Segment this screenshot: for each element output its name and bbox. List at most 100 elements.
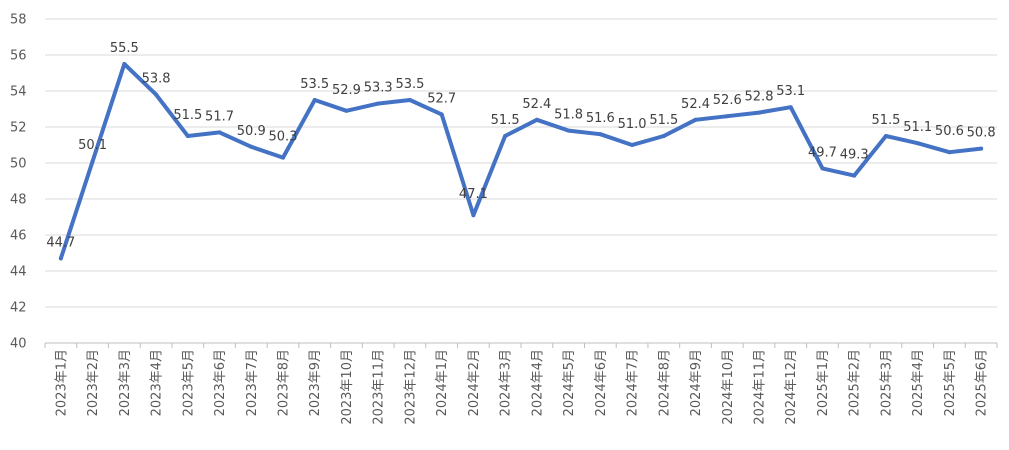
x-tick-label: 2025年1月	[816, 349, 831, 416]
x-tick-label: 2023年7月	[245, 349, 260, 416]
x-tick-label: 2023年5月	[181, 349, 196, 416]
data-label: 51.5	[871, 113, 900, 128]
y-tick-label: 48	[10, 193, 27, 208]
data-point	[534, 117, 539, 122]
y-axis: 40 42 44 46 48 50 52 54 56 58	[10, 13, 27, 352]
x-tick-label: 2024年10月	[721, 349, 736, 425]
data-point	[407, 98, 412, 102]
data-point	[503, 134, 508, 138]
data-label: 51.8	[554, 108, 583, 123]
data-labels: 44.750.155.553.851.5 51.750.9 50.353.5 52.9…	[46, 41, 995, 250]
x-tick-label: 2023年10月	[340, 349, 355, 425]
data-point	[947, 150, 952, 155]
x-tick-label: 2025年6月	[975, 349, 990, 416]
data-label: 51.0	[618, 117, 647, 132]
x-tick-label: 2023年2月	[86, 349, 101, 416]
x-tick-label: 2024年7月	[626, 349, 641, 416]
x-tick-label: 2023年6月	[213, 349, 228, 416]
x-tick-label: 2024年2月	[467, 349, 482, 416]
y-tick-label: 54	[10, 85, 27, 100]
data-point	[693, 117, 698, 122]
data-label: 47.1	[459, 187, 488, 202]
data-label: 52.6	[713, 93, 742, 108]
data-label: 51.5	[491, 113, 520, 128]
data-point	[122, 62, 127, 66]
data-label: 51.6	[586, 111, 615, 126]
data-point	[90, 159, 95, 164]
data-point	[598, 132, 603, 137]
data-label: 49.3	[840, 148, 869, 163]
data-point	[281, 155, 285, 160]
data-label: 50.6	[935, 124, 964, 139]
data-point	[154, 92, 159, 97]
x-tick-label: 2024年5月	[562, 349, 577, 416]
y-tick-label: 52	[10, 121, 27, 136]
data-point	[566, 128, 571, 133]
y-tick-label: 58	[10, 13, 27, 28]
data-point	[58, 256, 63, 261]
data-label: 49.7	[808, 145, 837, 160]
x-tick-label: 2025年4月	[911, 349, 926, 416]
x-tick-label: 2024年1月	[435, 349, 450, 416]
data-label: 51.7	[205, 109, 234, 124]
y-tick-label: 44	[10, 265, 27, 280]
x-tick-label: 2025年5月	[943, 349, 958, 416]
data-label: 51.1	[903, 120, 932, 135]
data-point	[312, 98, 317, 102]
gridlines	[45, 18, 997, 344]
data-point	[820, 166, 825, 171]
data-point	[852, 173, 857, 178]
data-label: 50.8	[967, 126, 996, 141]
series	[58, 62, 984, 261]
data-label: 52.8	[745, 90, 774, 105]
y-tick-label: 42	[10, 301, 27, 316]
data-label: 50.9	[237, 124, 266, 139]
data-label: 52.9	[332, 83, 361, 98]
data-label: 51.5	[649, 113, 678, 128]
x-tick-label: 2024年6月	[594, 349, 609, 416]
data-point	[661, 134, 666, 138]
x-tick-label: 2024年11月	[753, 349, 768, 425]
x-tick-label: 2024年9月	[689, 349, 704, 416]
data-point	[979, 146, 984, 151]
data-label: 53.1	[776, 84, 805, 99]
x-tick-label: 2024年8月	[657, 349, 672, 416]
data-point	[376, 101, 381, 106]
data-label: 53.5	[300, 77, 329, 92]
x-tick-label: 2024年12月	[784, 349, 799, 425]
x-tick-label: 2023年4月	[150, 349, 165, 416]
data-label: 52.7	[427, 91, 456, 106]
x-tick-label: 2023年3月	[118, 349, 133, 416]
x-tick-label: 2023年11月	[372, 349, 387, 425]
x-tick-label: 2023年1月	[54, 349, 69, 416]
data-point	[788, 105, 793, 110]
data-label: 50.1	[78, 138, 107, 153]
data-point	[915, 141, 920, 146]
x-tick-label: 2025年2月	[848, 349, 863, 416]
data-point	[249, 144, 254, 149]
data-label: 53.8	[142, 72, 171, 87]
x-axis: 2023年1月 2023年2月 2023年3月 2023年4月 2023年5月 2023年…	[44, 343, 998, 425]
x-tick-label: 2023年9月	[308, 349, 323, 416]
x-tick-label: 2025年3月	[879, 349, 894, 416]
data-point	[185, 134, 190, 138]
data-label: 55.5	[110, 41, 139, 56]
y-tick-label: 56	[10, 49, 27, 64]
data-point	[217, 130, 222, 135]
data-label: 50.3	[269, 130, 298, 145]
x-tick-label: 2023年12月	[403, 349, 418, 425]
x-tick-label: 2024年3月	[499, 349, 514, 416]
data-point	[725, 114, 730, 119]
series-line	[58, 62, 984, 261]
data-point	[630, 143, 635, 147]
data-point	[344, 108, 349, 113]
data-label: 52.4	[681, 97, 710, 112]
data-label: 53.3	[364, 81, 393, 96]
y-tick-label: 46	[10, 229, 27, 244]
data-point	[439, 112, 444, 117]
y-tick-label: 50	[10, 157, 27, 172]
x-tick-label: 2023年8月	[277, 349, 292, 416]
data-point	[471, 213, 476, 218]
y-tick-label: 40	[10, 337, 27, 352]
